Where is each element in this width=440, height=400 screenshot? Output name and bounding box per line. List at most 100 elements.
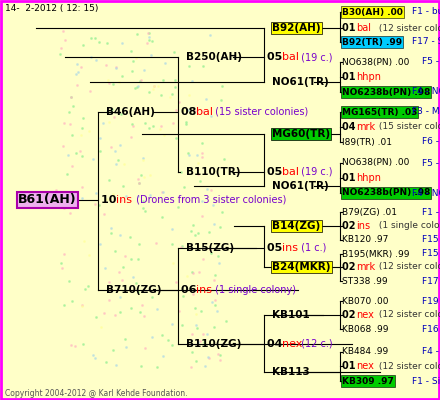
Point [113,65,120,72]
Point [183,121,190,127]
Text: (15 sister colonies): (15 sister colonies) [376,122,440,132]
Text: 02: 02 [342,221,359,231]
Point [69,298,76,304]
Point [143,40,150,46]
Point [142,208,149,214]
Text: B110(TR): B110(TR) [186,167,241,177]
Point [110,114,117,120]
Point [77,132,84,138]
Text: KB101: KB101 [272,310,310,320]
Point [204,354,211,360]
Text: KB309 .97: KB309 .97 [342,376,394,386]
Text: 02: 02 [342,310,359,320]
Point [188,49,195,55]
Point [92,190,99,196]
Point [199,256,206,262]
Point [70,103,77,109]
Text: ins: ins [116,195,132,205]
Point [161,132,168,138]
Text: F5 - NO6294R: F5 - NO6294R [422,58,440,66]
Point [59,264,66,271]
Point [199,140,206,146]
Point [193,311,200,317]
Point [135,82,142,89]
Point [186,164,193,171]
Point [80,238,87,244]
Point [61,302,68,308]
Point [85,128,92,134]
Point [110,347,117,353]
Point [127,134,134,141]
Text: B14(ZG): B14(ZG) [272,221,320,231]
Text: ins: ins [282,243,298,253]
Text: F1 - B40(ZG): F1 - B40(ZG) [422,208,440,216]
Point [129,122,136,129]
Text: bal: bal [282,52,299,62]
Point [193,325,200,331]
Point [67,210,74,216]
Point [60,120,67,126]
Text: 01: 01 [342,23,359,33]
Point [141,345,148,351]
Point [121,253,128,259]
Point [145,37,152,44]
Point [104,195,111,202]
Point [111,312,118,318]
Point [213,308,220,315]
Text: F17 - Sinop62R: F17 - Sinop62R [422,276,440,286]
Point [186,62,193,69]
Text: 04: 04 [267,339,286,349]
Point [146,34,153,40]
Point [103,40,110,47]
Point [141,66,148,73]
Text: hhpn: hhpn [356,173,381,183]
Point [73,61,81,68]
Point [205,355,212,361]
Point [223,318,230,324]
Point [132,55,139,61]
Point [199,330,206,337]
Point [58,260,65,266]
Point [171,77,178,83]
Point [211,302,218,308]
Point [63,171,70,178]
Point [146,30,153,36]
Text: F16 - Sinop62R: F16 - Sinop62R [422,324,440,334]
Point [86,251,93,258]
Point [192,232,199,238]
Point [199,63,206,70]
Point [118,40,125,46]
Point [180,107,187,114]
Point [89,352,96,358]
Point [214,351,221,357]
Point [106,296,113,303]
Text: (12 sister colonies): (12 sister colonies) [376,362,440,370]
Point [193,358,200,364]
Point [185,106,192,113]
Point [74,69,81,76]
Text: NO6238b(PN) .98: NO6238b(PN) .98 [342,188,430,198]
Text: B46(AH): B46(AH) [106,107,155,117]
Point [148,334,155,340]
Point [92,201,99,208]
Point [210,220,217,227]
Point [169,91,176,97]
Point [96,147,103,154]
Point [196,178,203,184]
Point [136,78,143,84]
Point [155,83,162,89]
Point [64,152,71,158]
Point [87,88,94,94]
Text: (1 c.): (1 c.) [298,243,326,253]
Point [103,109,110,115]
Point [160,76,167,83]
Point [115,79,122,85]
Point [138,172,145,178]
Point [192,305,199,312]
Point [87,54,94,60]
Point [207,250,214,256]
Point [101,310,108,316]
Text: I89(TR) .01: I89(TR) .01 [342,138,392,146]
Text: bal: bal [356,23,371,33]
Point [140,312,147,319]
